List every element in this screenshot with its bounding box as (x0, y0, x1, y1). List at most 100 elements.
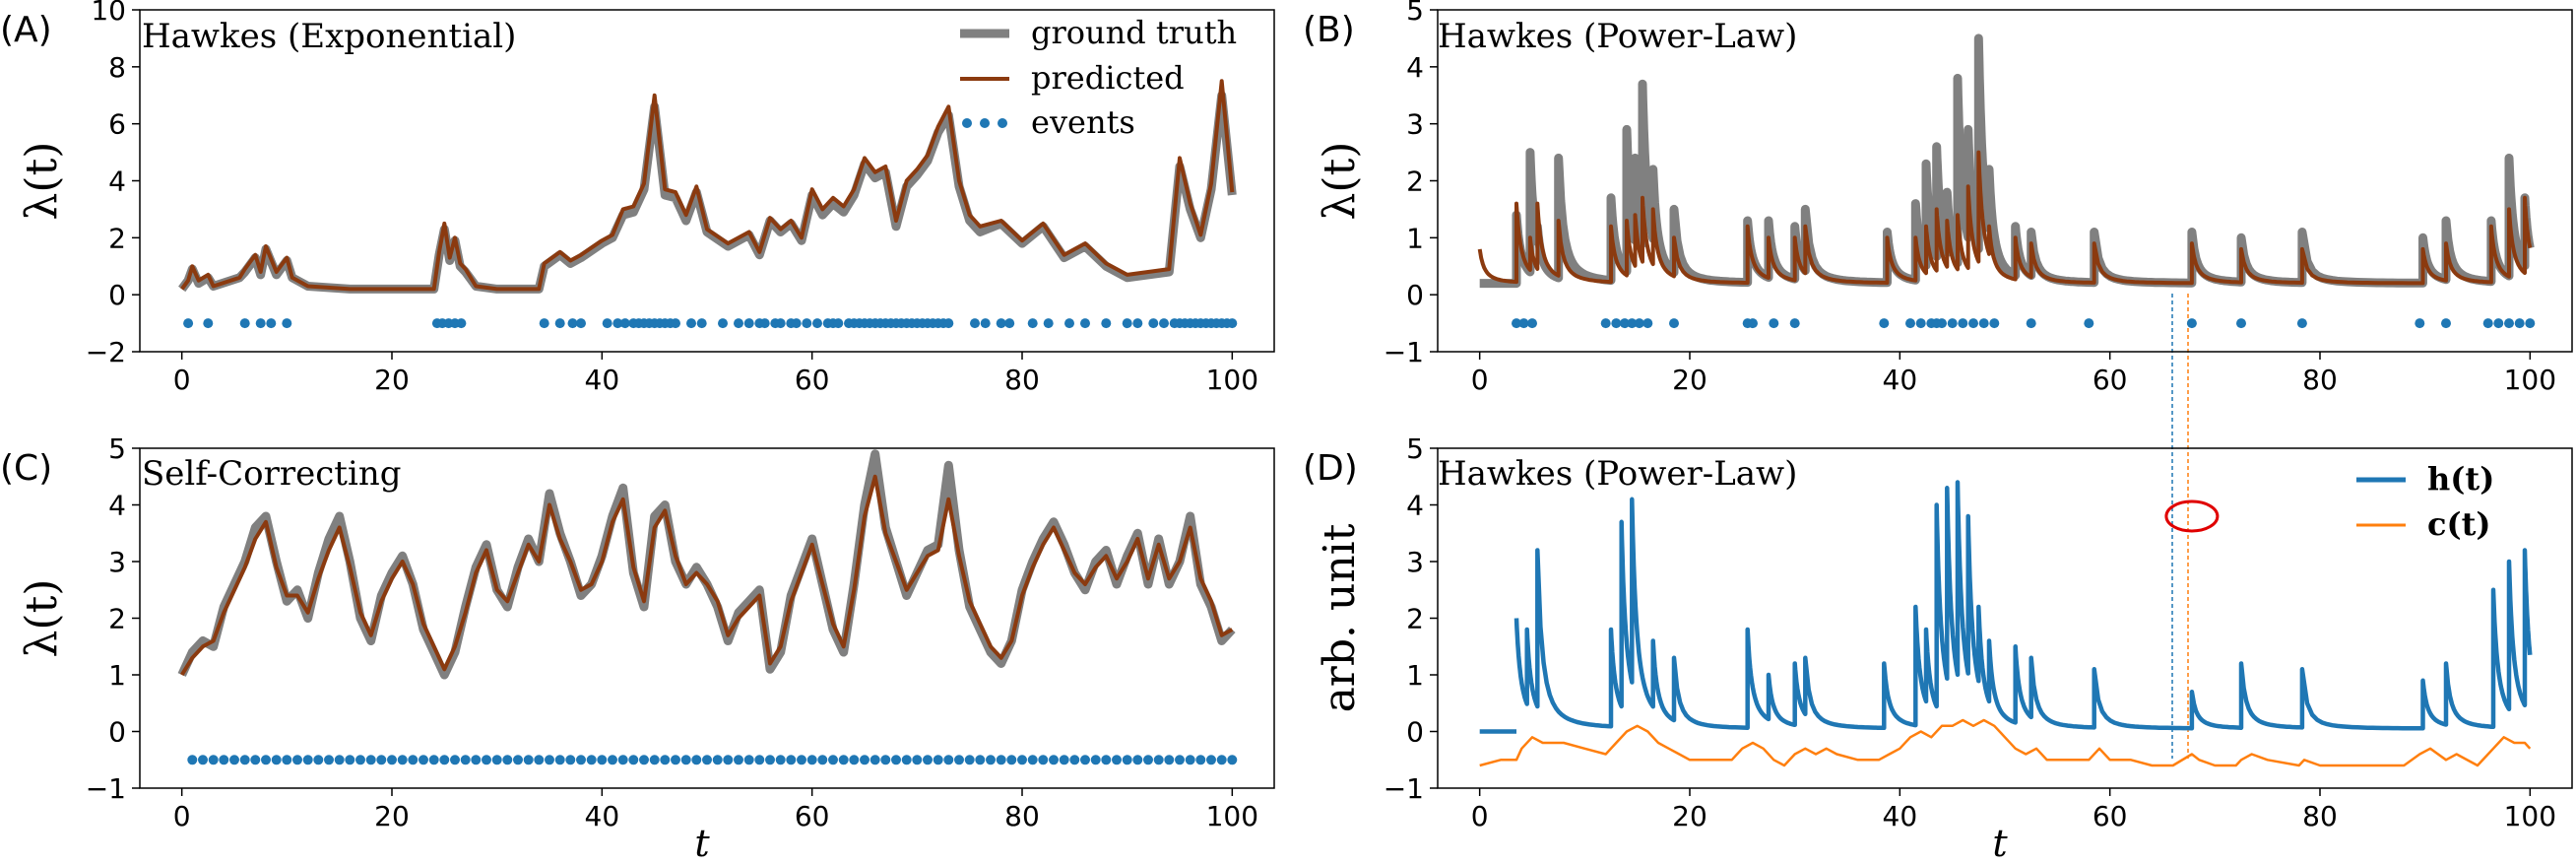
event-point (1080, 755, 1090, 765)
event-point (680, 755, 691, 765)
event-point (1148, 318, 1159, 329)
y-tick-label: 3 (108, 546, 126, 578)
event-point (2441, 318, 2451, 329)
event-point (2296, 318, 2307, 329)
y-axis-label: λ(t) (17, 142, 67, 221)
x-tick-label: 80 (2302, 800, 2338, 832)
x-tick-label: 20 (1672, 800, 1707, 832)
event-point (1153, 755, 1164, 765)
y-tick-label: 6 (108, 108, 126, 141)
event-point (1090, 755, 1101, 765)
event-point (1101, 318, 1112, 329)
y-tick-label: −1 (1384, 772, 1424, 805)
x-tick-label: 0 (173, 800, 191, 832)
event-point (1518, 318, 1529, 329)
event-point (1132, 755, 1143, 765)
event-point (345, 755, 355, 765)
x-tick-label: 80 (2302, 364, 2338, 396)
legend-label-events: events (1031, 103, 1135, 141)
y-tick-label: 1 (108, 659, 126, 692)
event-point (1143, 755, 1153, 765)
event-point (1619, 318, 1630, 329)
event-point (639, 755, 649, 765)
y-tick-label: 2 (108, 222, 126, 254)
event-point (1634, 318, 1644, 329)
event-point (1049, 755, 1059, 765)
panel-label: (B) (1303, 10, 1355, 50)
event-point (439, 755, 450, 765)
y-tick-label: 0 (1406, 716, 1424, 749)
event-point (1769, 318, 1779, 329)
x-tick-label: 40 (1883, 800, 1918, 832)
x-tick-label: 60 (795, 800, 830, 832)
event-point (1879, 318, 1890, 329)
event-point (923, 755, 933, 765)
event-point (219, 755, 229, 765)
panel-label: (A) (0, 10, 52, 50)
event-point (1004, 318, 1015, 329)
event-point (649, 755, 660, 765)
event-point (812, 318, 822, 329)
event-point (565, 755, 576, 765)
event-point (266, 318, 277, 329)
x-tick-label: 80 (1004, 364, 1040, 396)
event-point (2482, 318, 2493, 329)
event-point (545, 755, 554, 765)
event-point (765, 755, 775, 765)
y-tick-label: 4 (1406, 490, 1424, 522)
event-point (324, 755, 334, 765)
x-tick-label: 100 (2504, 364, 2556, 396)
event-point (1789, 318, 1800, 329)
event-point (702, 755, 712, 765)
event-point (534, 755, 545, 765)
event-point (2525, 318, 2536, 329)
event-point (802, 318, 812, 329)
x-tick-label: 80 (1004, 800, 1040, 832)
event-point (1132, 318, 1143, 329)
event-point (833, 318, 844, 329)
event-point (912, 755, 923, 765)
y-tick-label: 3 (1406, 108, 1424, 141)
event-point (943, 318, 954, 329)
event-point (229, 755, 239, 765)
x-tick-label: 40 (585, 364, 620, 396)
event-point (2084, 318, 2094, 329)
event-point (754, 755, 765, 765)
event-point (786, 755, 797, 765)
highlight-circle (2164, 499, 2220, 533)
panel-b: 0 20 40 60 80 100 −1 0 1 2 3 4 5 Hawkes (Power-Law) (B… (1303, 0, 2573, 396)
event-point (491, 755, 502, 765)
panel-title: Self-Correcting (142, 454, 402, 494)
event-point (602, 318, 612, 329)
panel-c: 0 20 40 60 80 100 −1 0 1 2 3 4 5 Self-Correcting (C) λ(… (0, 432, 1275, 832)
event-point (1611, 318, 1622, 329)
series-ground-truth-line (1476, 33, 2535, 289)
x-tick-label: 0 (1471, 364, 1489, 396)
event-point (743, 318, 754, 329)
event-point (282, 755, 292, 765)
event-point (1642, 318, 1653, 329)
y-tick-label: 5 (1406, 432, 1424, 465)
event-point (261, 755, 271, 765)
event-point (1216, 755, 1227, 765)
legend-label-predicted: predicted (1031, 59, 1185, 97)
event-point (1175, 755, 1185, 765)
event-point (576, 318, 586, 329)
event-point (2514, 318, 2525, 329)
event-point (1038, 755, 1049, 765)
event-point (797, 755, 806, 765)
y-tick-label: −2 (86, 336, 126, 368)
event-point (1669, 318, 1679, 329)
event-point (239, 318, 250, 329)
event-point (1164, 755, 1175, 765)
y-tick-label: 10 (91, 0, 126, 27)
event-point (1027, 318, 1038, 329)
event-point (1027, 755, 1038, 765)
event-point (2493, 318, 2504, 329)
event-point (1937, 318, 1947, 329)
event-point (1947, 318, 1958, 329)
y-tick-label: 8 (108, 51, 126, 84)
event-point (691, 755, 702, 765)
event-point (187, 755, 198, 765)
